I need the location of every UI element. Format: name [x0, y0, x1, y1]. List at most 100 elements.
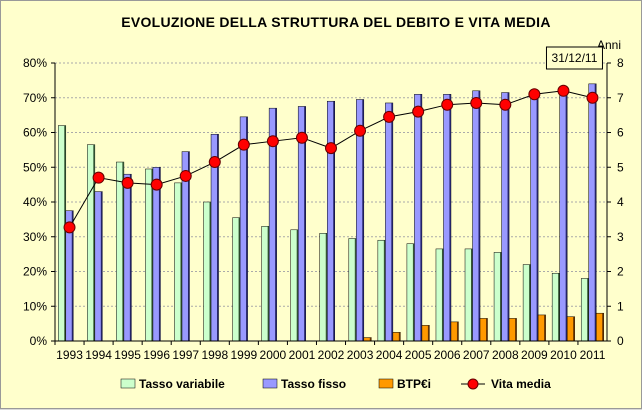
bar-shade — [187, 151, 190, 341]
y-left-tick-label: 0% — [30, 334, 48, 348]
bar-shade — [180, 182, 182, 341]
bar-shade — [412, 243, 415, 341]
point-vita-media — [586, 91, 599, 104]
x-tick-label: 1997 — [172, 348, 199, 362]
bar-shade — [100, 191, 103, 341]
x-tick-label: 1995 — [114, 348, 141, 362]
y-left-tick-label: 10% — [23, 299, 47, 313]
point-vita-media — [499, 98, 512, 111]
x-tick-label: 1998 — [201, 348, 228, 362]
point-vita-media — [179, 169, 192, 182]
point-vita-media — [295, 131, 308, 144]
x-tick-label: 2011 — [580, 348, 606, 362]
y-left-tick-label: 80% — [23, 56, 47, 70]
point-vita-media — [354, 124, 367, 137]
y-left-tick-label: 70% — [23, 91, 47, 105]
x-tick-label: 1993 — [56, 348, 83, 362]
x-tick-label: 1994 — [85, 348, 112, 362]
x-tick-label: 2004 — [376, 348, 403, 362]
y-right-tick-label: 2 — [617, 265, 624, 279]
bar-shade — [209, 202, 212, 341]
x-tick-label: 2008 — [492, 348, 519, 362]
bar-shade — [64, 125, 66, 341]
y-right-tick-label: 8 — [617, 56, 624, 70]
chart-title: EVOLUZIONE DELLA STRUTTURA DEL DEBITO E … — [121, 14, 551, 30]
x-tick-label: 2002 — [318, 348, 345, 362]
bar-shade — [558, 273, 560, 341]
point-vita-media — [208, 156, 221, 169]
bar-shade — [573, 316, 575, 341]
y-right-tick-label: 6 — [617, 126, 624, 140]
x-tick-label: 2006 — [434, 348, 461, 362]
bar-shade — [427, 325, 430, 341]
bar-shade — [529, 264, 531, 341]
x-tick-label: 1996 — [143, 348, 170, 362]
point-vita-media — [150, 178, 163, 191]
y-right-tick-label: 1 — [617, 299, 624, 313]
x-tick-label: 2003 — [347, 348, 374, 362]
point-vita-media — [121, 176, 134, 189]
annotation-label: 31/12/11 — [552, 51, 598, 65]
legend-label: Tasso fisso — [281, 377, 346, 391]
y-right-tick-label: 3 — [617, 230, 624, 244]
legend-label: Vita media — [491, 377, 551, 391]
bar-shade — [449, 94, 451, 342]
point-vita-media — [237, 138, 250, 151]
y-left-tick-label: 30% — [23, 230, 47, 244]
bar-shade — [71, 210, 74, 341]
point-vita-media — [528, 88, 541, 101]
bar-shade — [296, 229, 299, 341]
x-tick-label: 1999 — [230, 348, 257, 362]
point-vita-media — [412, 105, 425, 118]
legend-label: BTP€i — [397, 377, 431, 391]
bar-shade — [441, 248, 444, 341]
bar-shade — [471, 248, 473, 341]
point-vita-media — [470, 96, 483, 109]
legend-marker — [467, 378, 479, 390]
y-right-tick-label: 5 — [617, 160, 624, 174]
bar-shade — [500, 252, 502, 341]
y-left-tick-label: 60% — [23, 126, 47, 140]
plot-area: 0% 10% 20% 30% 40% 50% 60% 70% 80% 0 1 2 3 4 5 6 7 8 Anni 1… — [23, 38, 624, 391]
x-tick-label: 2000 — [260, 348, 287, 362]
bar-shade — [478, 90, 481, 341]
bar-shade — [383, 240, 386, 341]
bar-shade — [333, 101, 335, 341]
y-left-tick-label: 40% — [23, 195, 47, 209]
point-vita-media — [557, 84, 570, 97]
point-vita-media — [441, 98, 454, 111]
point-vita-media — [383, 110, 396, 123]
legend-swatch — [120, 378, 136, 389]
bar-shade — [565, 90, 568, 341]
bar-shade — [304, 106, 306, 341]
bar-shade — [362, 99, 364, 341]
y-left-tick-label: 20% — [23, 265, 47, 279]
bar-shade — [325, 233, 328, 341]
bar-shade — [507, 92, 510, 341]
y-right-tick-label: 4 — [617, 195, 624, 209]
point-vita-media — [63, 221, 76, 234]
bar-shade — [398, 332, 401, 341]
bar-shade — [217, 134, 219, 341]
legend-label: Tasso variabile — [139, 377, 225, 391]
bar-shade — [369, 337, 372, 341]
y-right-tick-label: 0 — [617, 334, 624, 348]
y-left-tick-label: 50% — [23, 160, 47, 174]
bar-shade — [486, 318, 488, 341]
bar-shade — [151, 168, 153, 341]
x-tick-label: 2005 — [405, 348, 432, 362]
x-tick-label: 2007 — [463, 348, 490, 362]
x-tick-label: 2009 — [521, 348, 548, 362]
point-vita-media — [266, 135, 279, 148]
bar-shade — [587, 278, 589, 341]
bar-shade — [238, 217, 241, 341]
bar-shade — [456, 321, 459, 341]
y-right-tick-label: 7 — [617, 91, 624, 105]
bar-shade — [594, 83, 597, 341]
bar-shade — [122, 162, 124, 341]
bar-shade — [93, 144, 95, 341]
x-tick-label: 2001 — [289, 348, 316, 362]
point-vita-media — [325, 142, 337, 155]
bar-shade — [544, 314, 546, 341]
